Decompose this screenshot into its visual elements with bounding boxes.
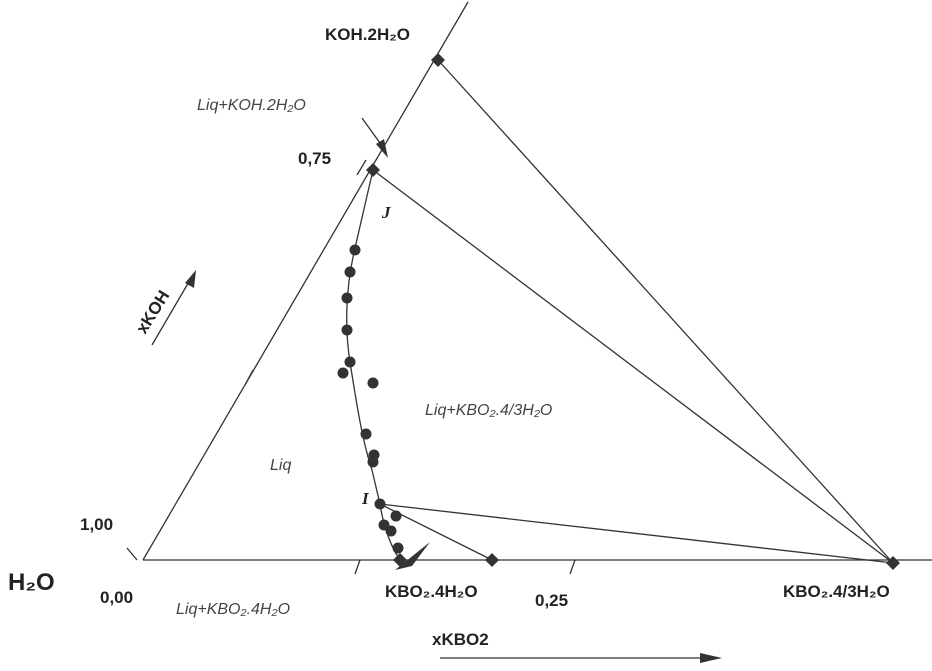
compound-label: KBO₂.4H₂O	[385, 582, 478, 601]
tie-line	[372, 169, 894, 564]
tick-label: 0,25	[535, 591, 568, 610]
tick-label: 0,00	[100, 588, 133, 607]
axis-label: xKBO2	[432, 630, 489, 649]
tick-label: 0,75	[298, 149, 331, 168]
vertex-label: H₂O	[8, 569, 55, 596]
tick-label: 1,00	[80, 515, 113, 534]
region-label: Liq+KOH.2H₂O	[197, 97, 306, 114]
tick-marks	[126, 159, 576, 575]
experimental-points	[337, 244, 404, 554]
point-label: I	[361, 489, 370, 508]
vertex-label: KOH.2H₂O	[325, 25, 410, 44]
liquidus-curve	[346, 169, 401, 561]
region-label: Liq+KBO₂.4H₂O	[176, 601, 290, 618]
axis-label: xKOH	[132, 287, 173, 337]
arrows	[151, 117, 722, 663]
tie-line	[437, 59, 894, 564]
vertex-label: KBO₂.4/3H₂O	[783, 582, 890, 601]
tie-line	[379, 503, 894, 564]
point-label: J	[381, 203, 391, 222]
diamonds	[366, 53, 900, 570]
region-label: Liq+KBO₂.4/3H₂O	[425, 402, 552, 419]
left-edge	[142, 1, 469, 561]
region-label: Liq	[270, 457, 291, 474]
